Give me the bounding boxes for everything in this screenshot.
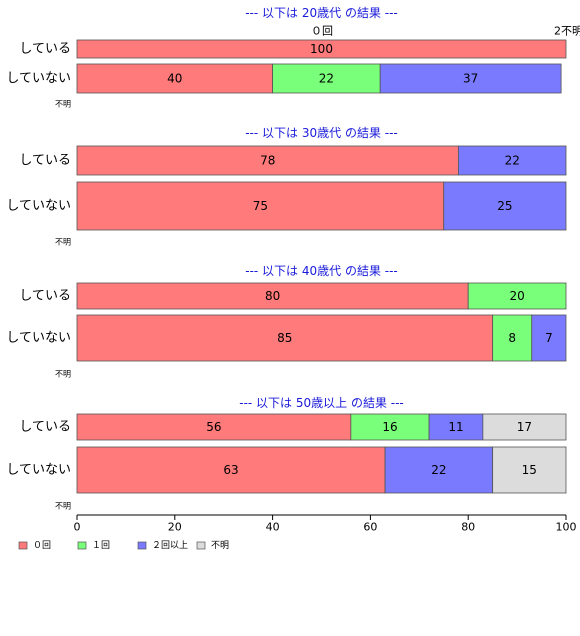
bar-segment (428, 413, 484, 441)
x-tick-label: 80 (461, 521, 475, 534)
segment-label: 80 (265, 289, 280, 303)
x-tick-label: 60 (363, 521, 377, 534)
bar-segment (379, 63, 562, 94)
segment-label: 85 (277, 331, 292, 345)
row-label: 不明 (55, 100, 71, 109)
segment-label: 22 (505, 154, 520, 168)
legend-label: ０回 (33, 540, 51, 551)
legend-label: 不明 (211, 540, 229, 551)
x-tick-label: 40 (266, 521, 280, 534)
segment-label: 37 (463, 72, 478, 86)
legend-swatch (196, 541, 206, 550)
bar-segment (492, 314, 533, 362)
bar-segment (76, 63, 274, 94)
bar-segment (443, 181, 567, 231)
top-clipped-label: ０回 (311, 25, 333, 38)
segment-label: 16 (382, 420, 397, 434)
panel-title: --- 以下は 40歳代 の結果 --- (245, 264, 398, 278)
panel-title: --- 以下は 20歳代 の結果 --- (245, 6, 398, 20)
bar-segment (467, 282, 567, 310)
bar-segment (458, 145, 567, 176)
x-tick-label: 20 (168, 521, 182, 534)
bar-segment (76, 446, 386, 494)
row-label: していない (6, 463, 71, 478)
bar-segment (384, 446, 494, 494)
row-label: している (19, 153, 71, 168)
right-clipped-label: 2不明上 (554, 25, 580, 38)
bar-segment (350, 413, 430, 441)
segment-label: 15 (522, 463, 537, 477)
segment-label: 8 (508, 331, 516, 345)
legend-swatch (18, 541, 28, 550)
legend-swatch (137, 541, 147, 550)
segment-label: 78 (260, 154, 275, 168)
segment-label: 25 (497, 199, 512, 213)
panel-title: --- 以下は 50歳以上 の結果 --- (239, 396, 404, 410)
segment-label: 40 (167, 72, 182, 86)
segment-label: 22 (431, 463, 446, 477)
segment-label: 11 (448, 420, 463, 434)
row-label: している (19, 42, 71, 57)
bar-segment (76, 282, 469, 310)
segment-label: 7 (545, 331, 553, 345)
legend-label: １回 (92, 540, 110, 551)
segment-label: 56 (206, 420, 221, 434)
row-label: していない (6, 199, 71, 214)
bar-segment (76, 314, 494, 362)
row-label: 不明 (55, 238, 71, 247)
segment-label: 17 (517, 420, 532, 434)
legend-swatch (77, 541, 87, 550)
bar-segment (482, 413, 567, 441)
row-label: している (19, 420, 71, 435)
x-tick-label: 100 (556, 521, 577, 534)
row-label: している (19, 289, 71, 304)
segment-label: 20 (509, 289, 524, 303)
bar-segment (76, 39, 567, 59)
bar-segment (492, 446, 567, 494)
segment-label: 100 (310, 42, 333, 56)
row-label: 不明 (55, 502, 71, 511)
panel-title: --- 以下は 30歳代 の結果 --- (245, 126, 398, 140)
bar-segment (76, 413, 352, 441)
segment-label: 63 (223, 463, 238, 477)
row-label: していない (6, 71, 71, 86)
bar-segment (531, 314, 567, 362)
bar-segment (76, 145, 459, 176)
legend-label: ２回以上 (152, 540, 188, 551)
segment-label: 22 (319, 72, 334, 86)
segment-label: 75 (253, 199, 268, 213)
row-label: 不明 (55, 370, 71, 379)
row-label: していない (6, 331, 71, 346)
bar-segment (272, 63, 381, 94)
bar-segment (76, 181, 445, 231)
x-tick-label: 0 (74, 521, 81, 534)
